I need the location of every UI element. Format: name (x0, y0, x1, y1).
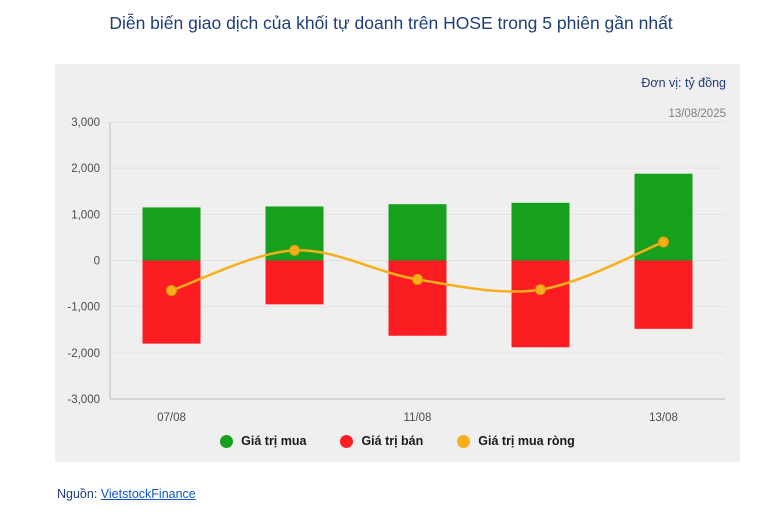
y-tick-label: -1,000 (67, 302, 100, 314)
legend-item-buy: Giá trị mua (220, 434, 306, 448)
unit-label: Đơn vị: tỷ đồng (641, 76, 726, 90)
sell-series-dot-icon (340, 434, 354, 448)
buy-bar (388, 204, 447, 261)
buy-bar (511, 202, 570, 261)
legend-label-sell: Giá trị bán (361, 434, 424, 448)
y-tick-label: 1,000 (71, 209, 100, 221)
y-tick-label: -3,000 (67, 394, 100, 406)
legend-item-sell: Giá trị bán (340, 434, 423, 448)
proprietary-trading-chart: 3,000 2,000 1,000 0 -1,000 -2,000 -3,000 07/08 1… (67, 117, 725, 424)
sell-bar (634, 260, 693, 329)
net-point (289, 244, 300, 256)
y-tick-label: -2,000 (67, 348, 100, 360)
net-point (535, 284, 546, 296)
source-line: Nguồn: VietstockFinance (57, 487, 196, 501)
page-title: Diễn biến giao dịch của khối tự doanh tr… (109, 13, 673, 33)
chart-panel: Đơn vị: tỷ đồng 13/08/2025 3,000 2,000 1,0… (55, 64, 740, 462)
net-point (412, 273, 423, 285)
legend-label-net: Giá trị mua ròng (478, 434, 575, 448)
sell-bar (511, 260, 570, 348)
legend-label-buy: Giá trị mua (241, 434, 307, 448)
sell-bar (265, 260, 324, 305)
net-series-dot-icon (457, 434, 471, 448)
source-prefix: Nguồn: (57, 487, 98, 501)
date-label: 13/08/2025 (668, 108, 726, 120)
legend-item-net: Giá trị mua ròng (457, 434, 575, 448)
y-tick-label: 3,000 (71, 117, 100, 129)
buy-bar (142, 207, 201, 261)
y-tick-label: 0 (94, 256, 100, 268)
sell-bar (388, 260, 447, 336)
buy-series-dot-icon (220, 434, 234, 448)
x-tick-label: 13/08 (649, 412, 678, 424)
x-tick-label: 11/08 (404, 412, 432, 424)
net-point (658, 236, 669, 248)
x-tick-label: 07/08 (157, 412, 186, 424)
net-point (166, 285, 177, 297)
sell-bar (142, 260, 201, 344)
source-link[interactable]: VietstockFinance (100, 487, 196, 501)
y-tick-label: 2,000 (71, 163, 100, 175)
chart-legend: Giá trị mua Giá trị bán Giá trị mua ròng (55, 434, 740, 448)
